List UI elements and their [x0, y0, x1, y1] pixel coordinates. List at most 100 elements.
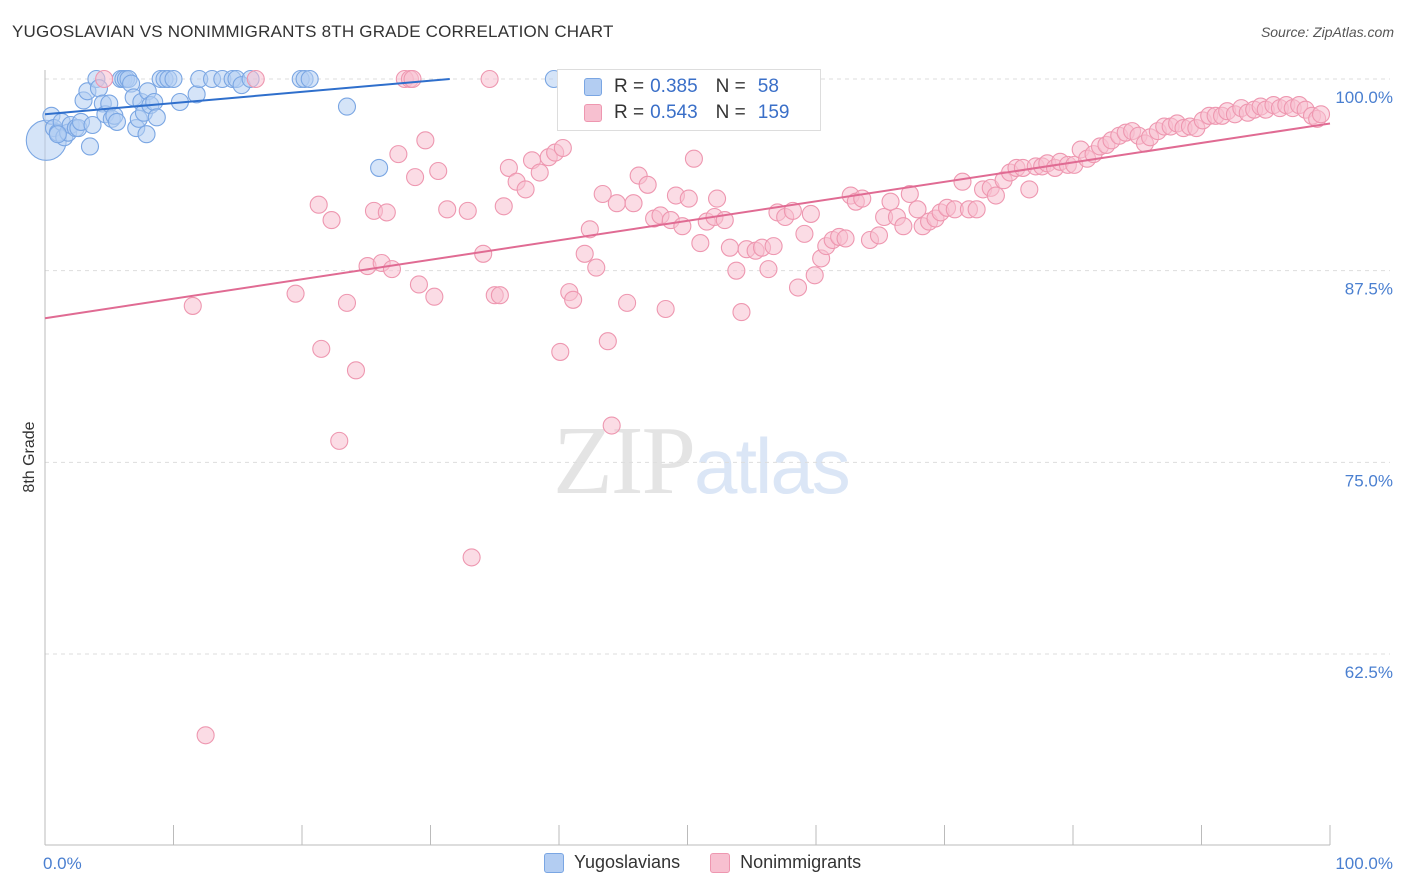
- point-nonimmigrants: [727, 261, 746, 280]
- point-nonimmigrants: [638, 175, 657, 194]
- point-nonimmigrants: [881, 192, 900, 211]
- point-nonimmigrants: [246, 69, 265, 89]
- point-nonimmigrants: [183, 296, 202, 315]
- legend-label-nonimmigrants: Nonimmigrants: [740, 852, 862, 872]
- legend-swatch-nonimmigrants: [584, 104, 602, 122]
- point-nonimmigrants: [425, 287, 444, 306]
- point-nonimmigrants: [986, 186, 1005, 205]
- n-value: 58: [757, 76, 779, 97]
- x-tick-label: 100.0%: [1335, 854, 1393, 873]
- point-nonimmigrants: [708, 189, 727, 208]
- point-nonimmigrants: [382, 260, 402, 279]
- point-nonimmigrants: [593, 184, 612, 204]
- point-nonimmigrants: [377, 203, 396, 222]
- point-nonimmigrants: [462, 548, 481, 567]
- point-nonimmigrants: [967, 200, 986, 219]
- trend-line-nonimmigrants: [44, 122, 1331, 320]
- point-nonimmigrants: [869, 226, 889, 245]
- point-nonimmigrants: [346, 361, 366, 380]
- point-yugoslavians: [300, 69, 319, 89]
- point-nonimmigrants: [836, 229, 855, 248]
- point-nonimmigrants: [607, 194, 626, 213]
- r-value: 0.543: [650, 102, 698, 123]
- legend-swatch-yugoslavians: [544, 852, 564, 873]
- point-nonimmigrants: [618, 293, 637, 312]
- point-yugoslavians: [83, 115, 102, 135]
- point-yugoslavians: [107, 112, 127, 131]
- source-label: Source: ZipAtlas.com: [1260, 24, 1394, 40]
- point-nonimmigrants: [564, 290, 583, 309]
- trend-lines: [44, 78, 1331, 320]
- axis-labels: 62.5% 75.0% 87.5% 100.0% 0.0% 100.0% 8th Grade: [21, 88, 1393, 873]
- point-nonimmigrants: [490, 286, 509, 305]
- grid-lines: [45, 78, 1390, 655]
- point-nonimmigrants: [1020, 180, 1039, 199]
- y-tick-label: 75.0%: [1345, 471, 1393, 490]
- point-yugoslavians: [48, 125, 67, 144]
- axes: [44, 70, 1331, 846]
- point-nonimmigrants: [553, 138, 572, 158]
- x-tick-label: 0.0%: [43, 854, 82, 873]
- point-nonimmigrants: [805, 266, 824, 285]
- point-nonimmigrants: [953, 172, 972, 191]
- point-nonimmigrants: [801, 204, 820, 223]
- point-nonimmigrants: [494, 197, 513, 216]
- point-yugoslavians: [164, 69, 183, 89]
- watermark-zip: ZIP: [553, 407, 696, 515]
- point-nonimmigrants: [684, 149, 703, 168]
- stats-legend-row-nonimmigrants: R = 0.543 N = 159: [584, 101, 789, 125]
- point-nonimmigrants: [286, 284, 305, 303]
- point-nonimmigrants: [1311, 105, 1331, 124]
- point-nonimmigrants: [656, 299, 675, 319]
- y-tick-label: 62.5%: [1345, 663, 1393, 682]
- legend-swatch-nonimmigrants: [710, 852, 731, 873]
- r-label: R =: [614, 76, 645, 97]
- point-nonimmigrants: [580, 220, 599, 239]
- point-nonimmigrants: [95, 69, 114, 89]
- point-nonimmigrants: [732, 303, 751, 322]
- point-nonimmigrants: [474, 244, 493, 263]
- point-nonimmigrants: [598, 332, 617, 351]
- y-axis-title: 8th Grade: [21, 421, 38, 492]
- point-nonimmigrants: [587, 258, 606, 277]
- point-nonimmigrants: [783, 201, 802, 220]
- point-nonimmigrants: [759, 260, 778, 279]
- trend-line-yugoslavians: [44, 78, 450, 116]
- point-nonimmigrants: [530, 163, 549, 182]
- point-nonimmigrants: [480, 69, 499, 89]
- point-nonimmigrants: [337, 293, 357, 312]
- n-label: N =: [715, 76, 746, 97]
- point-nonimmigrants: [458, 201, 477, 220]
- legend-swatch-yugoslavians: [584, 78, 602, 96]
- point-nonimmigrants: [602, 416, 621, 435]
- point-nonimmigrants: [788, 278, 808, 297]
- point-nonimmigrants: [322, 211, 341, 230]
- point-nonimmigrants: [409, 275, 428, 294]
- n-label: N =: [715, 102, 746, 123]
- legend-item-yugoslavians[interactable]: Yugoslavians: [544, 852, 680, 873]
- point-nonimmigrants: [330, 431, 349, 450]
- point-yugoslavians: [337, 97, 357, 116]
- legend-item-nonimmigrants[interactable]: Nonimmigrants: [710, 852, 861, 873]
- stats-legend: R = 0.385 N = 58 R = 0.543 N = 159: [557, 69, 821, 131]
- stats-legend-row-yugoslavians: R = 0.385 N = 58: [584, 75, 779, 99]
- point-nonimmigrants: [894, 217, 913, 236]
- point-nonimmigrants: [795, 224, 814, 243]
- point-nonimmigrants: [624, 194, 643, 213]
- legend-label-yugoslavians: Yugoslavians: [574, 852, 681, 872]
- point-nonimmigrants: [416, 131, 435, 150]
- point-nonimmigrants: [679, 189, 698, 208]
- y-tick-label: 87.5%: [1345, 280, 1393, 299]
- point-nonimmigrants: [575, 244, 594, 263]
- point-nonimmigrants: [908, 200, 927, 219]
- point-nonimmigrants: [764, 237, 783, 256]
- point-nonimmigrants: [309, 195, 328, 214]
- point-yugoslavians: [370, 158, 389, 177]
- point-yugoslavians: [80, 137, 100, 156]
- point-yugoslavians: [145, 92, 164, 112]
- point-nonimmigrants: [312, 339, 331, 358]
- point-nonimmigrants: [196, 726, 215, 745]
- point-nonimmigrants: [691, 234, 710, 253]
- point-nonimmigrants: [499, 158, 518, 177]
